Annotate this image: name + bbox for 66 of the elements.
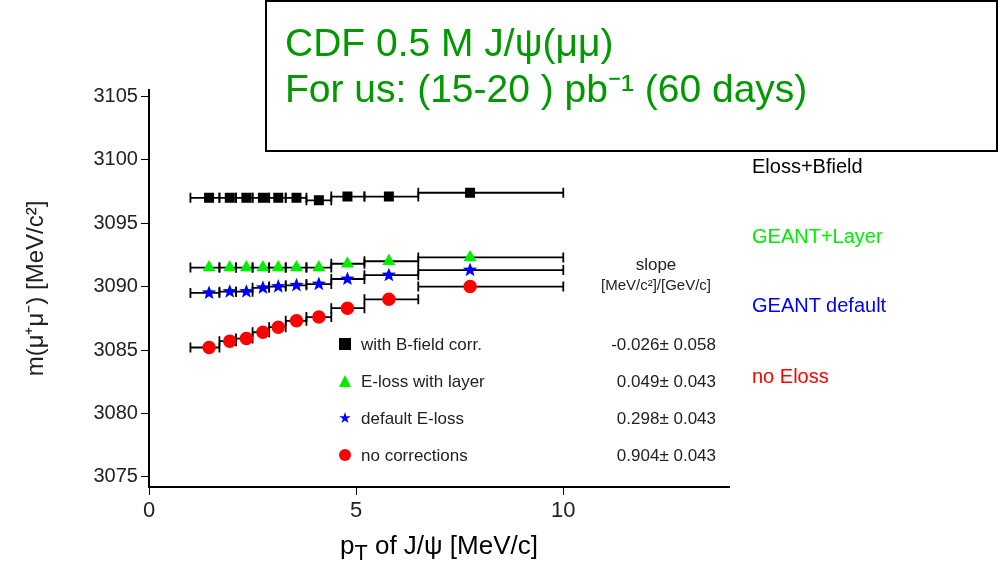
point [311,276,326,291]
legend-label: no corrections [361,445,468,465]
x-tick-label: 10 [551,497,576,523]
y-tick-label: 3085 [93,337,138,360]
point [222,284,237,298]
legend-label: with B-field corr. [361,334,482,354]
point [312,260,325,272]
point [341,257,354,268]
y-tick-label: 3095 [93,210,138,233]
y-axis-title: m(μ⁺μ⁻) [MeV/c²] [21,200,49,377]
x-tick-label: 5 [350,497,363,523]
point [313,195,324,206]
annotation: 0.904± 0.043 [615,445,716,465]
point [239,331,254,346]
text: no Eloss [752,365,829,388]
x-tick-label: 0 [142,497,156,523]
point [255,280,271,294]
annotation: 0.298± 0.043 [615,408,716,428]
text: GEANT default [752,294,887,317]
annotation: [MeV/c²]/[GeV/c] [600,275,712,293]
text: Eloss+Bfield [752,155,863,178]
legend-label: E-loss with layer [361,371,485,391]
text-box: CDF 0.5 M J/ψ(μμ) For us: (15-20 ) pb⁻¹ (60 days) [265,0,998,152]
point [202,340,216,355]
text: GEANT+Layer [752,225,883,248]
y-tick-label: 3100 [93,147,138,170]
annotation: For us: (15-20 ) pb⁻¹ (60 days) [285,66,809,112]
point [204,192,215,203]
point [383,191,394,202]
annotation: -0.026± 0.058 [610,334,716,354]
x-axis-title: p$_{T}$ of J/ψ [MeV/c] [339,530,539,567]
point [289,314,304,328]
point [273,192,284,203]
point [342,191,353,202]
point [257,192,268,203]
point [290,260,303,272]
point [382,254,395,265]
y-tick-label: 3090 [93,274,138,297]
annotation: 0.049± 0.043 [615,371,716,391]
point [203,260,216,272]
point [289,277,304,292]
point [272,260,285,272]
point [463,279,477,294]
annotation: slope [634,254,678,274]
point [239,284,254,298]
point [464,250,477,262]
point [223,334,237,348]
point [340,271,355,286]
point [201,285,217,300]
point [291,192,302,203]
point [256,325,270,340]
point [381,267,396,282]
y-tick-label: 3080 [93,400,138,423]
point [462,262,478,277]
point [224,192,235,203]
point [312,310,326,324]
point [241,192,252,203]
point [256,260,269,272]
point [465,187,476,198]
y-tick-label: 3105 [93,83,138,106]
legend-label: default E-loss [361,408,464,428]
point [240,260,253,272]
point [382,292,396,307]
y-tick-label: 3075 [93,464,138,487]
point [223,260,236,272]
point [340,301,355,315]
